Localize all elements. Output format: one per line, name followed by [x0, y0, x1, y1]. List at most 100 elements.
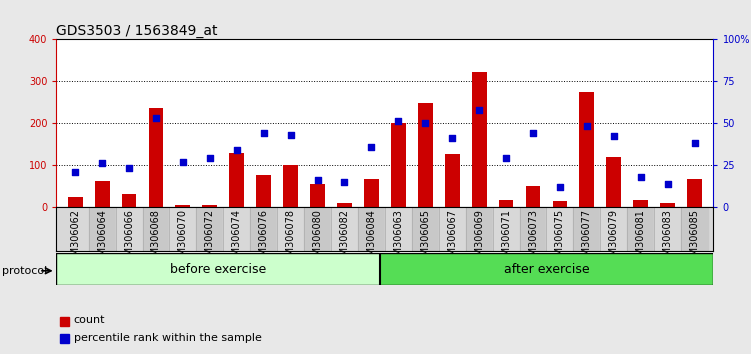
Text: GSM306069: GSM306069	[474, 209, 484, 268]
Point	[662, 181, 674, 186]
Point	[177, 159, 189, 165]
Bar	[574, 207, 600, 251]
Point	[635, 174, 647, 180]
Point	[258, 130, 270, 136]
Text: GSM306071: GSM306071	[501, 209, 511, 268]
Bar	[310, 184, 325, 207]
Text: GSM306085: GSM306085	[689, 209, 700, 268]
Text: protocol: protocol	[2, 266, 47, 276]
Bar	[358, 207, 385, 251]
Text: percentile rank within the sample: percentile rank within the sample	[74, 333, 261, 343]
Bar	[418, 103, 433, 207]
Bar	[122, 194, 137, 207]
Text: GSM306077: GSM306077	[582, 209, 592, 268]
Point	[96, 161, 108, 166]
Text: GSM306081: GSM306081	[636, 209, 646, 268]
Point	[392, 119, 404, 124]
Bar	[95, 181, 110, 207]
Text: GSM306070: GSM306070	[178, 209, 188, 268]
Bar	[633, 200, 648, 207]
Text: GSM306084: GSM306084	[366, 209, 376, 268]
Text: GSM306067: GSM306067	[447, 209, 457, 268]
Text: GSM306083: GSM306083	[662, 209, 673, 268]
Bar	[256, 175, 271, 207]
Bar	[56, 253, 379, 285]
Point	[473, 107, 485, 113]
Bar	[62, 207, 89, 251]
Point	[366, 144, 378, 149]
Point	[419, 120, 431, 126]
Point	[231, 147, 243, 153]
Text: after exercise: after exercise	[504, 263, 590, 275]
Text: GSM306066: GSM306066	[124, 209, 134, 268]
Bar	[600, 207, 627, 251]
Point	[339, 179, 351, 185]
Point	[554, 184, 566, 190]
Text: GDS3503 / 1563849_at: GDS3503 / 1563849_at	[56, 24, 218, 38]
Point	[69, 169, 81, 175]
Bar	[250, 207, 277, 251]
Bar	[89, 207, 116, 251]
Bar	[331, 207, 358, 251]
Text: GSM306078: GSM306078	[285, 209, 296, 268]
Bar	[412, 207, 439, 251]
Text: GSM306079: GSM306079	[609, 209, 619, 268]
Bar	[466, 207, 493, 251]
Bar	[203, 205, 217, 207]
Bar	[445, 154, 460, 207]
Bar	[385, 207, 412, 251]
Point	[446, 135, 458, 141]
Point	[608, 134, 620, 139]
Text: GSM306065: GSM306065	[421, 209, 430, 268]
Point	[581, 124, 593, 129]
Bar	[499, 200, 514, 207]
Bar	[379, 253, 713, 285]
Bar	[170, 207, 196, 251]
Text: GSM306062: GSM306062	[70, 209, 80, 268]
Bar	[660, 203, 675, 207]
Text: GSM306074: GSM306074	[232, 209, 242, 268]
Text: GSM306068: GSM306068	[151, 209, 161, 268]
Text: GSM306082: GSM306082	[339, 209, 349, 268]
Bar	[553, 201, 567, 207]
Text: before exercise: before exercise	[170, 263, 266, 275]
Point	[285, 132, 297, 138]
Bar	[116, 207, 143, 251]
Bar	[223, 207, 250, 251]
Bar	[277, 207, 304, 251]
Bar	[520, 207, 547, 251]
Bar	[229, 153, 244, 207]
Bar	[283, 165, 298, 207]
Bar	[337, 203, 352, 207]
Point	[500, 155, 512, 161]
Text: GSM306064: GSM306064	[97, 209, 107, 268]
Bar	[681, 207, 708, 251]
Text: GSM306072: GSM306072	[205, 209, 215, 268]
Bar	[472, 72, 487, 207]
Text: count: count	[74, 315, 105, 325]
Text: GSM306075: GSM306075	[555, 209, 565, 268]
Bar	[364, 178, 379, 207]
Bar	[143, 207, 170, 251]
Bar	[606, 158, 621, 207]
Text: GSM306063: GSM306063	[394, 209, 403, 268]
Text: GSM306073: GSM306073	[528, 209, 538, 268]
Point	[150, 115, 162, 121]
Point	[689, 141, 701, 146]
Point	[123, 166, 135, 171]
Bar	[391, 123, 406, 207]
Point	[527, 130, 539, 136]
Bar	[439, 207, 466, 251]
Point	[312, 177, 324, 183]
Text: GSM306076: GSM306076	[258, 209, 269, 268]
Bar	[627, 207, 654, 251]
Text: GSM306080: GSM306080	[312, 209, 323, 268]
Bar	[176, 205, 190, 207]
Bar	[149, 108, 164, 207]
Bar	[196, 207, 223, 251]
Bar	[493, 207, 520, 251]
Point	[204, 155, 216, 161]
Bar	[547, 207, 574, 251]
Bar	[526, 186, 541, 207]
Bar	[68, 196, 83, 207]
